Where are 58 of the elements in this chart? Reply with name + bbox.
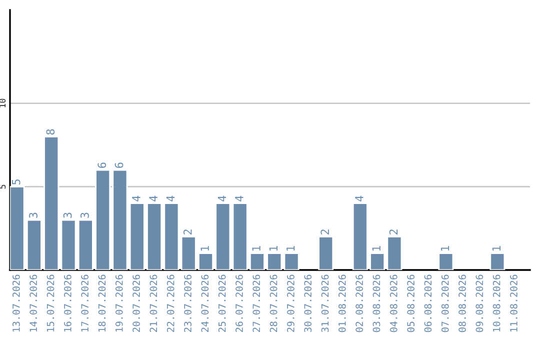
x-tick-label: 11.08.2026: [510, 274, 518, 332]
data-label: 1: [252, 246, 260, 251]
x-tick-label: 03.08.2026: [372, 274, 380, 332]
data-label: 2: [389, 230, 398, 234]
x-tick-label: 27.07.2026: [252, 274, 260, 332]
data-label: 1: [492, 246, 500, 251]
x-tick-label: 20.07.2026: [132, 274, 140, 332]
data-label: 4: [149, 196, 158, 202]
data-label: 1: [286, 246, 295, 251]
bar: [438, 252, 454, 270]
x-tick-label: 21.07.2026: [150, 274, 158, 332]
x-tick-label: 18.07.2026: [98, 274, 106, 332]
data-label: 3: [29, 212, 38, 218]
x-tick-label: 14.07.2026: [30, 274, 38, 332]
x-tick-label: 02.08.2026: [356, 274, 363, 332]
x-tick-label: 24.07.2026: [201, 274, 209, 332]
data-label: 6: [98, 162, 106, 168]
x-tick-label: 23.07.2026: [184, 274, 192, 332]
data-label: 3: [63, 212, 72, 218]
bar: [490, 252, 506, 270]
data-label: 8: [46, 129, 55, 135]
x-tick-label: 08.08.2026: [458, 274, 466, 332]
bar: [284, 252, 300, 270]
data-label: 1: [269, 246, 278, 251]
bar: [318, 236, 334, 270]
x-tick-label: 31.07.2026: [321, 274, 329, 332]
x-tick-label: 19.07.2026: [115, 274, 123, 332]
x-tick-label: 28.07.2026: [270, 274, 278, 332]
data-label: 2: [320, 230, 329, 234]
data-label: 4: [355, 196, 364, 202]
data-label: 3: [80, 212, 89, 218]
x-tick-label: 26.07.2026: [236, 274, 243, 332]
x-tick-label: 09.08.2026: [476, 274, 484, 332]
data-label: 1: [200, 246, 209, 251]
x-tick-label: 01.08.2026: [338, 274, 346, 332]
data-label: 4: [132, 196, 140, 202]
x-tick-label: 07.08.2026: [441, 274, 449, 332]
x-tick-label: 17.07.2026: [81, 274, 89, 332]
x-tick-label: 29.07.2026: [287, 274, 294, 332]
data-label: 4: [235, 196, 244, 202]
data-label: 1: [440, 246, 450, 251]
x-tick-label: 13.07.2026: [12, 274, 20, 332]
x-tick-label: 22.07.2026: [166, 274, 174, 332]
data-label: 2: [183, 230, 192, 234]
data-label: 1: [372, 246, 380, 251]
data-label: 5: [12, 179, 20, 184]
x-tick-label: 25.07.2026: [218, 274, 226, 332]
x-tick-label: 06.08.2026: [424, 274, 432, 332]
x-tick-label: 05.08.2026: [407, 274, 414, 332]
x-tick-label: 30.07.2026: [304, 274, 312, 332]
data-label: 4: [166, 196, 175, 202]
x-tick-label: 10.08.2026: [492, 274, 500, 332]
bar: [60, 219, 76, 270]
data-label: 6: [114, 162, 124, 168]
x-tick-label: 15.07.2026: [46, 274, 54, 332]
x-tick-label: 16.07.2026: [64, 274, 72, 332]
data-label: 4: [218, 196, 226, 202]
x-tick-label: 04.08.2026: [390, 274, 398, 332]
